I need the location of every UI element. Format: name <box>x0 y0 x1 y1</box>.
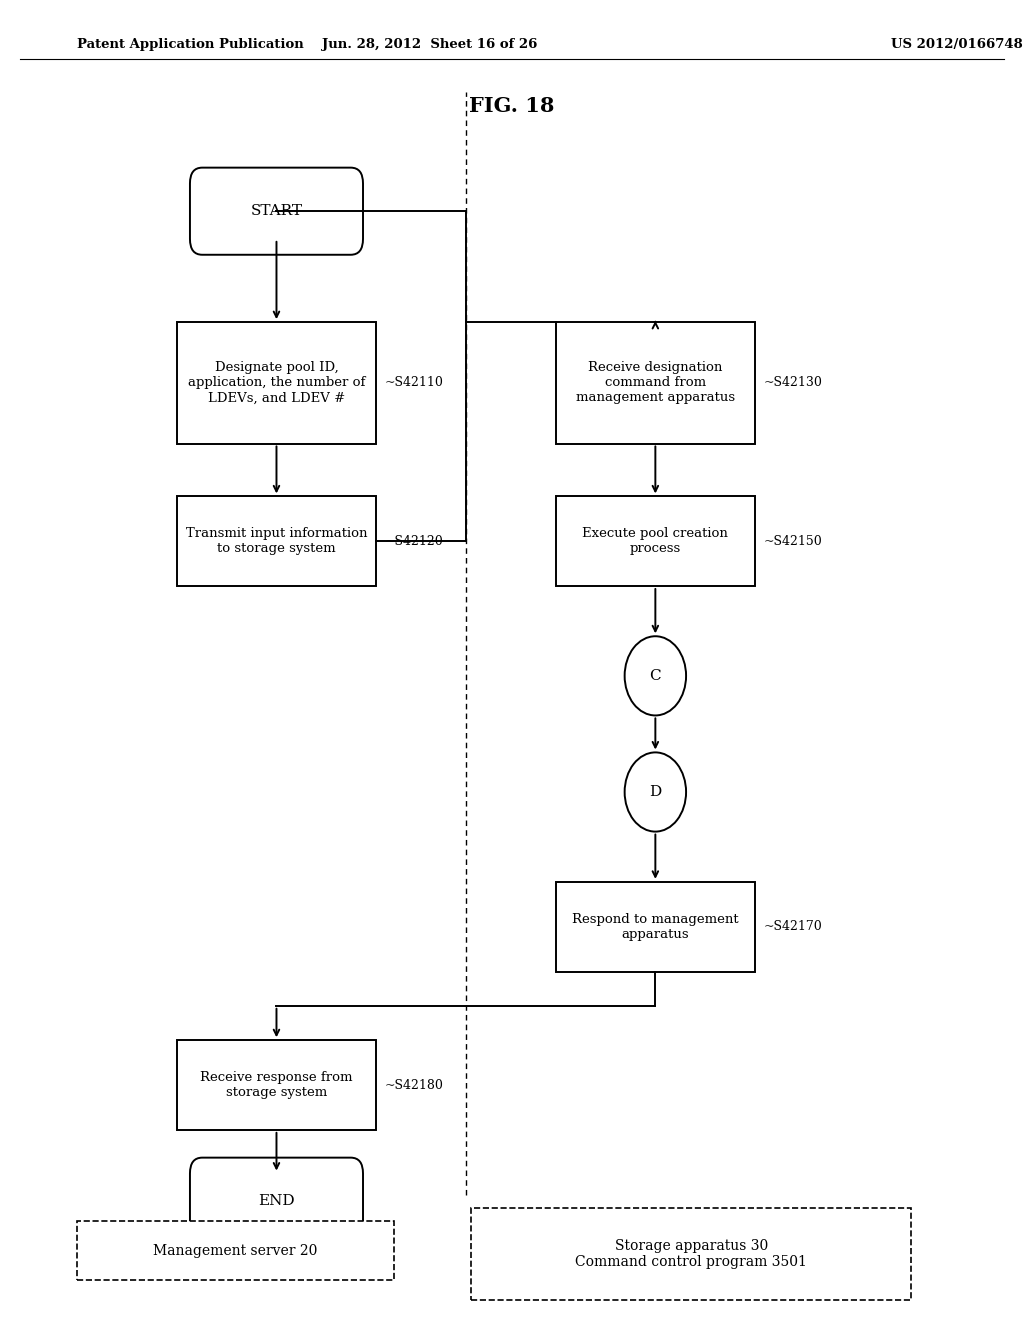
Bar <box>177 1040 377 1130</box>
Bar <box>555 322 756 444</box>
Bar <box>555 496 756 586</box>
Text: Patent Application Publication: Patent Application Publication <box>77 38 303 51</box>
Text: Transmit input information
to storage system: Transmit input information to storage sy… <box>185 527 368 556</box>
Bar <box>77 1221 394 1280</box>
Text: ~S42130: ~S42130 <box>764 376 822 389</box>
Bar <box>177 496 377 586</box>
Text: C: C <box>649 669 662 682</box>
Text: Storage apparatus 30
Command control program 3501: Storage apparatus 30 Command control pro… <box>575 1239 807 1269</box>
Text: D: D <box>649 785 662 799</box>
Text: Management server 20: Management server 20 <box>154 1243 317 1258</box>
Text: Respond to management
apparatus: Respond to management apparatus <box>572 912 738 941</box>
Text: ~S42170: ~S42170 <box>764 920 822 933</box>
Text: ~S42110: ~S42110 <box>385 376 443 389</box>
Circle shape <box>625 636 686 715</box>
Text: ~S42120: ~S42120 <box>385 535 443 548</box>
Text: Execute pool creation
process: Execute pool creation process <box>583 527 728 556</box>
Circle shape <box>625 752 686 832</box>
Text: ~S42150: ~S42150 <box>764 535 822 548</box>
FancyBboxPatch shape <box>190 1158 362 1245</box>
Bar <box>471 1208 911 1300</box>
Bar <box>555 882 756 972</box>
Text: FIG. 18: FIG. 18 <box>469 95 555 116</box>
Text: START: START <box>251 205 302 218</box>
Bar <box>177 322 377 444</box>
Text: US 2012/0166748 A1: US 2012/0166748 A1 <box>891 38 1024 51</box>
Text: ~S42180: ~S42180 <box>385 1078 443 1092</box>
Text: END: END <box>258 1195 295 1208</box>
FancyBboxPatch shape <box>190 168 362 255</box>
Text: Receive response from
storage system: Receive response from storage system <box>201 1071 352 1100</box>
Text: Receive designation
command from
management apparatus: Receive designation command from managem… <box>575 362 735 404</box>
Text: Jun. 28, 2012  Sheet 16 of 26: Jun. 28, 2012 Sheet 16 of 26 <box>323 38 538 51</box>
Text: Designate pool ID,
application, the number of
LDEVs, and LDEV #: Designate pool ID, application, the numb… <box>187 362 366 404</box>
